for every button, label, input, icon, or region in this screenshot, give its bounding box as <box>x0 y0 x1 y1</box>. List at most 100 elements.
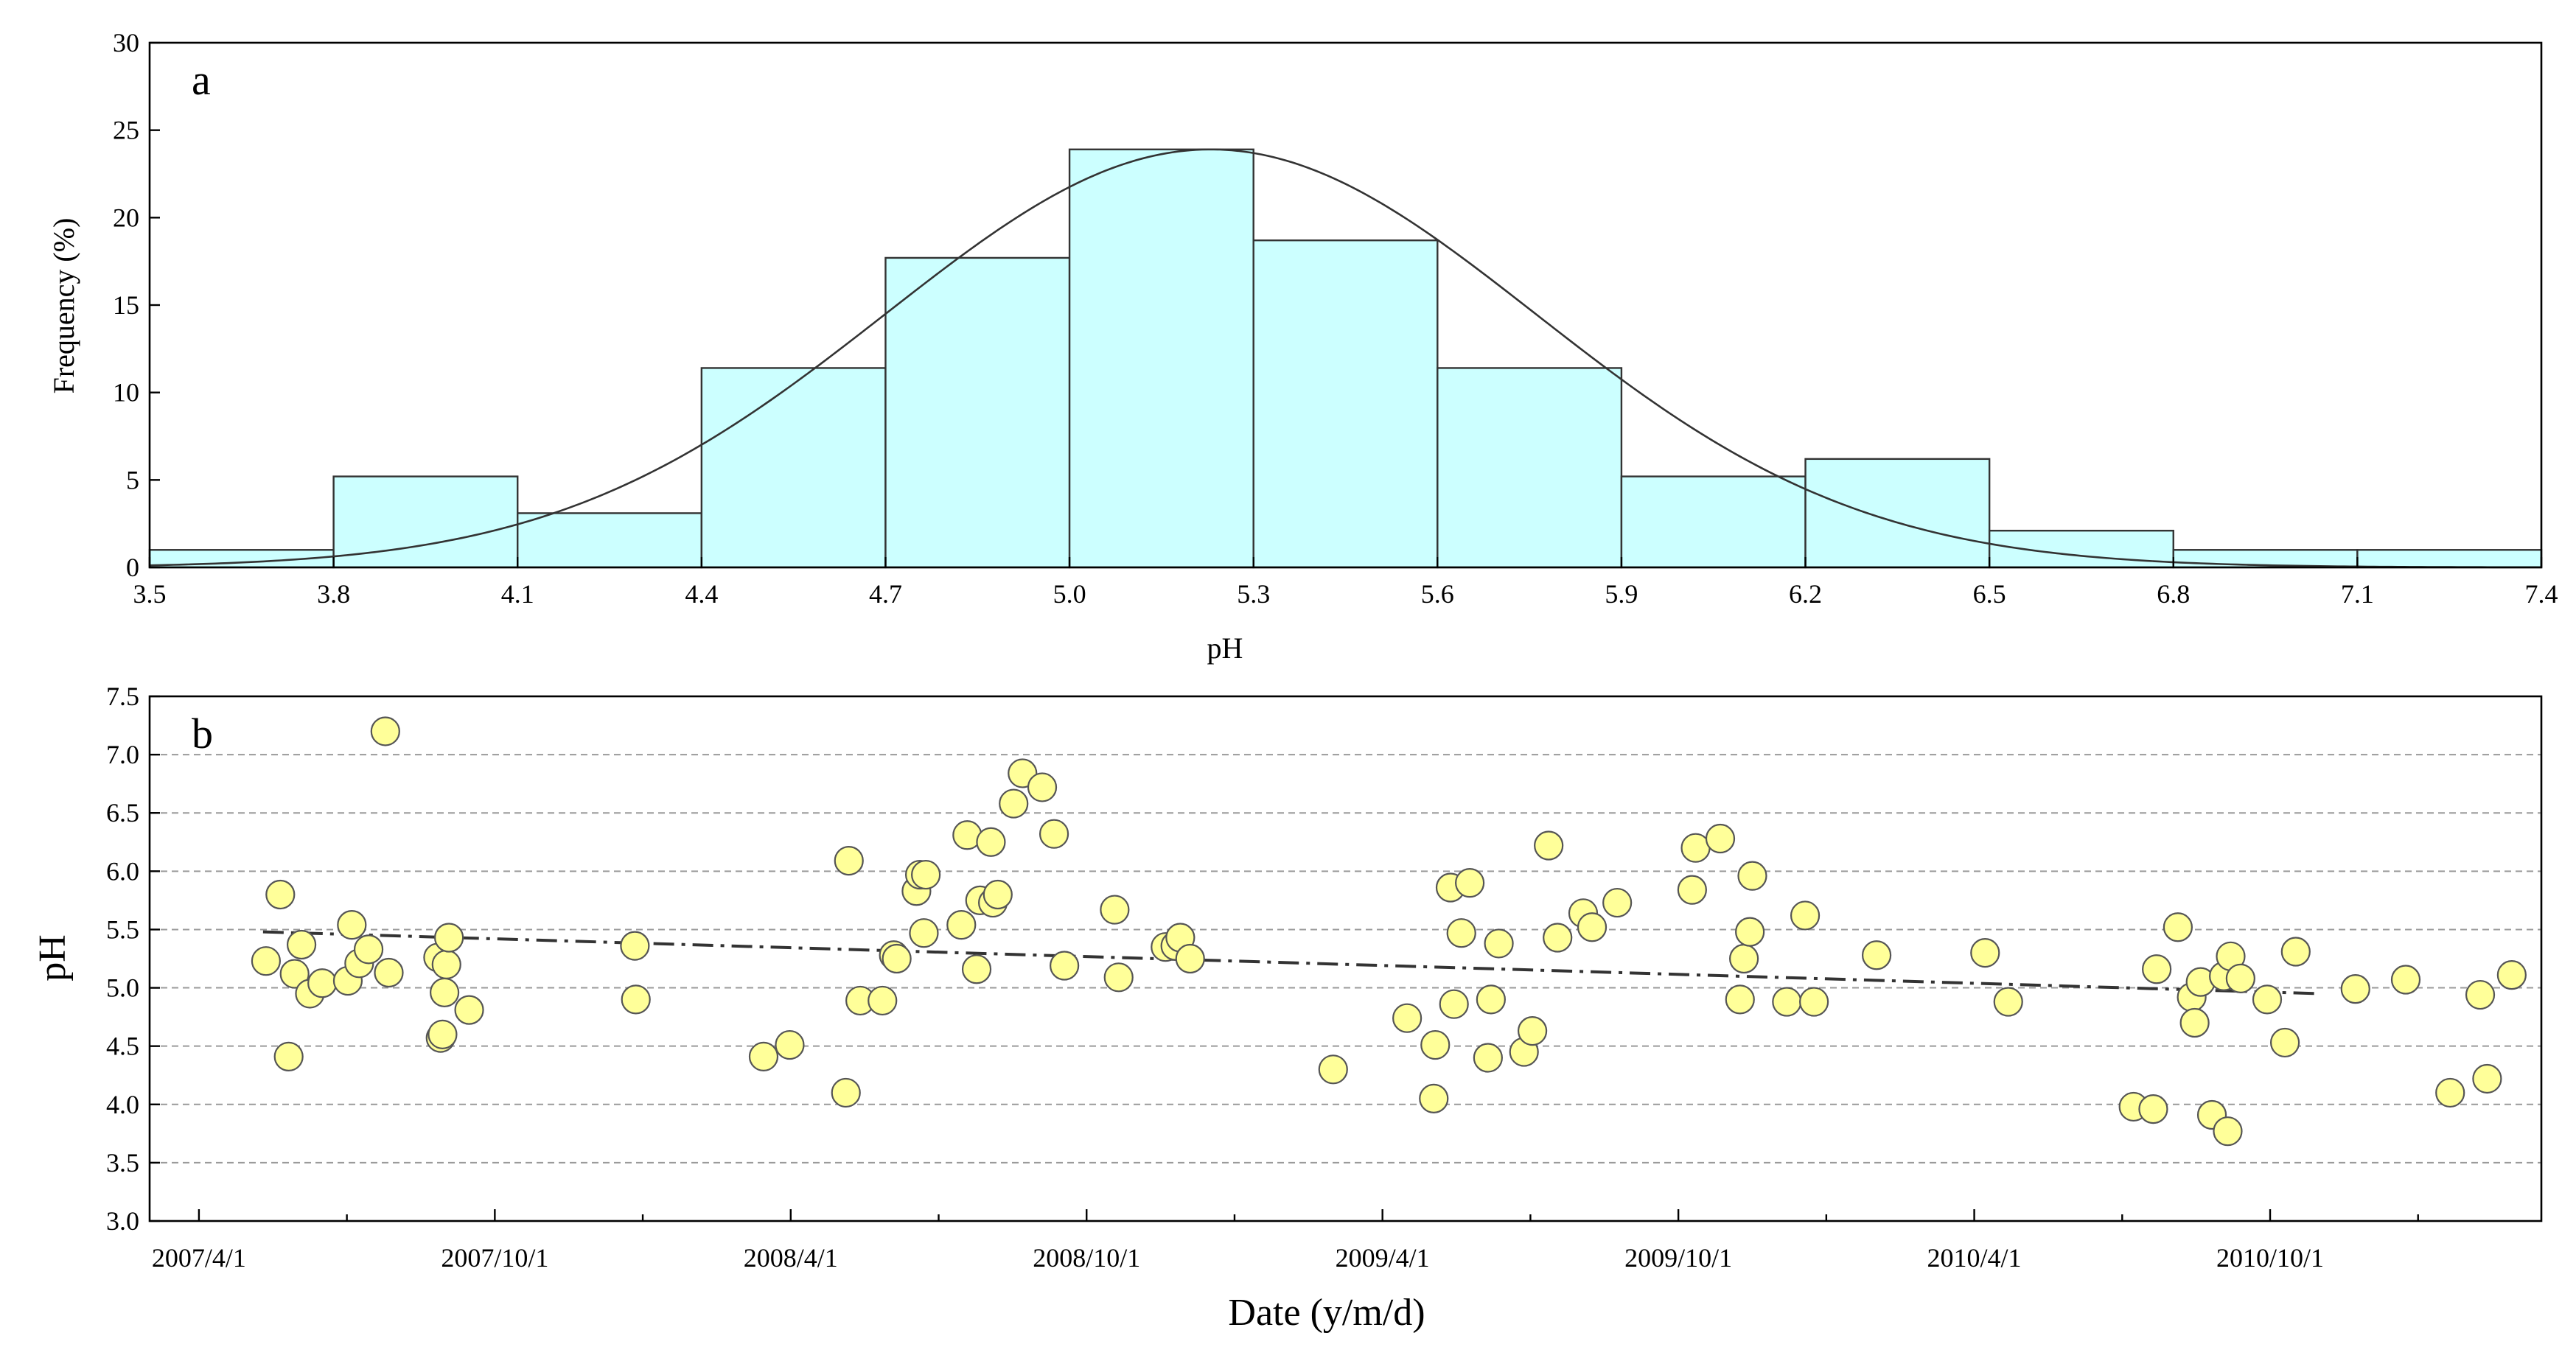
data-point <box>2213 1116 2243 1147</box>
normal-fit-curve <box>149 148 2542 569</box>
data-point <box>961 954 992 984</box>
histogram-bar <box>1068 148 1254 569</box>
y-tick-label: 4.5 <box>106 1032 139 1061</box>
data-point <box>1577 912 1608 942</box>
trend-line <box>262 930 2320 996</box>
data-point <box>775 1029 805 1060</box>
data-point <box>1677 875 1707 905</box>
y-tick-label: 30 <box>113 28 139 57</box>
data-point <box>2340 974 2370 1004</box>
data-point <box>2142 954 2172 984</box>
x-tick-label: 3.5 <box>133 579 167 609</box>
data-point <box>2225 963 2255 993</box>
data-point <box>1517 1015 1548 1046</box>
y-tick-label: 3.5 <box>106 1148 139 1178</box>
data-point <box>374 957 404 988</box>
data-point <box>1039 819 1069 849</box>
data-point <box>1970 937 2000 968</box>
x-tick-label: 7.1 <box>2341 579 2374 609</box>
data-point <box>1392 1003 1423 1033</box>
panel-label-a: a <box>192 56 211 104</box>
data-point <box>2465 979 2496 1010</box>
data-point <box>1318 1054 1348 1085</box>
y-tick-label: 7.0 <box>106 740 139 769</box>
data-point <box>2252 984 2283 1015</box>
data-point <box>621 984 651 1015</box>
panel-label-b: b <box>192 710 213 758</box>
y-tick-label: 15 <box>113 290 139 320</box>
histogram-bars <box>148 148 2543 569</box>
data-point <box>431 949 461 980</box>
y-tick-label: 3.0 <box>106 1206 139 1236</box>
data-point <box>1790 900 1821 931</box>
x-axis-title-a: pH <box>1207 631 1243 665</box>
data-point <box>1175 943 1205 974</box>
data-point <box>1473 1043 1503 1073</box>
x-tick-label: 4.4 <box>685 579 718 609</box>
x-tick-label: 6.5 <box>1973 579 2006 609</box>
y-tick-label: 5.5 <box>106 914 139 944</box>
histogram-bar <box>700 367 887 569</box>
y-tick-label: 5.0 <box>106 973 139 1003</box>
data-point <box>911 859 941 890</box>
data-point <box>427 1019 458 1049</box>
histogram-bar <box>1252 239 1439 569</box>
data-point <box>1602 887 1633 918</box>
data-point <box>2163 912 2193 942</box>
y-axis-title-b: pH <box>32 934 74 982</box>
data-point <box>1705 823 1736 854</box>
data-point <box>430 977 460 1007</box>
data-point <box>2138 1094 2168 1124</box>
y-tick-label: 6.5 <box>106 798 139 828</box>
y-tick-label: 4.0 <box>106 1090 139 1119</box>
data-point <box>307 968 338 998</box>
data-point <box>273 1041 304 1072</box>
data-point <box>353 934 384 965</box>
data-point <box>2435 1077 2465 1108</box>
x-tick-label: 2008/4/1 <box>744 1243 838 1273</box>
x-tick-label: 2009/10/1 <box>1624 1243 1732 1273</box>
x-tick-label: 5.6 <box>1421 579 1454 609</box>
y-tick-label: 20 <box>113 203 139 232</box>
data-point <box>909 918 939 948</box>
x-tick-label: 5.9 <box>1605 579 1638 609</box>
x-tick-label: 4.1 <box>501 579 534 609</box>
data-point <box>286 929 317 960</box>
data-point <box>1799 987 1829 1017</box>
data-point <box>868 985 898 1016</box>
data-point <box>251 946 282 976</box>
y-tick-label: 10 <box>113 378 139 407</box>
data-point <box>1534 830 1564 861</box>
data-point <box>1476 984 1506 1015</box>
data-point <box>1772 987 1802 1017</box>
data-point <box>1735 917 1765 947</box>
data-point <box>946 910 977 940</box>
y-tick-label: 7.5 <box>106 682 139 711</box>
x-tick-label: 2008/10/1 <box>1033 1243 1140 1273</box>
data-point <box>1484 928 1514 959</box>
histogram-bar <box>332 475 519 569</box>
y-tick-label: 6.0 <box>106 856 139 886</box>
data-point <box>748 1041 779 1072</box>
y-tick-label: 25 <box>113 116 139 145</box>
data-point <box>1725 984 1755 1015</box>
data-point <box>976 827 1006 857</box>
histogram-bar <box>1620 475 1807 569</box>
x-tick-label: 2007/10/1 <box>441 1243 548 1273</box>
y-axis-ticks-b: 3.0 3.5 4.0 4.5 5.0 5.5 6.0 6.5 7.0 7.5 <box>106 682 160 1236</box>
x-tick-label: 5.3 <box>1237 579 1270 609</box>
data-point <box>834 845 864 876</box>
x-tick-label: 6.2 <box>1789 579 1822 609</box>
histogram-bar <box>1437 367 1623 569</box>
data-point <box>434 923 464 953</box>
scatter-panel: 2007/4/1 2007/10/1 2008/4/1 2008/10/1 2009/4… <box>32 682 2543 1334</box>
data-point <box>1027 772 1058 802</box>
x-tick-label: 2009/4/1 <box>1336 1243 1430 1273</box>
data-point <box>2472 1063 2502 1094</box>
data-point <box>1680 833 1711 863</box>
scatter-points <box>251 716 2527 1147</box>
data-point <box>1737 861 1767 891</box>
data-point <box>1050 951 1080 981</box>
data-point <box>337 910 367 940</box>
data-point <box>1419 1083 1449 1113</box>
